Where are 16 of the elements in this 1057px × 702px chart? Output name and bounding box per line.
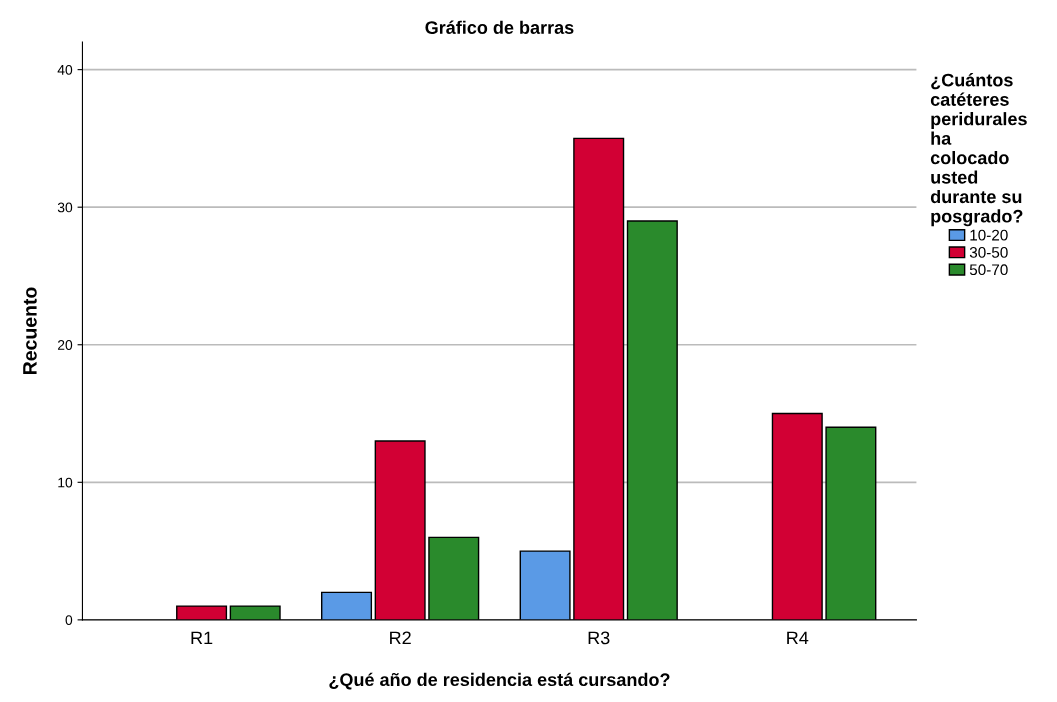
x-tick-label: R2 xyxy=(390,631,411,645)
y-tick-label: 20 xyxy=(57,340,73,350)
x-tick-label: R4 xyxy=(787,631,809,645)
y-axis-title: Recuento xyxy=(23,287,37,374)
legend-label: 30-50 xyxy=(969,247,1008,258)
chart-title: Gráfico de barras xyxy=(425,20,574,34)
y-tick-label: 0 xyxy=(65,615,73,626)
y-tick-label: 10 xyxy=(58,477,73,488)
legend-label: 50-70 xyxy=(969,264,1008,276)
y-tick-label: 30 xyxy=(57,202,73,213)
x-tick-label: R1 xyxy=(191,631,213,645)
legend-title: ¿Cuántos catéteres peridurales ha colocado usted durante su posgrado? xyxy=(930,73,1027,227)
y-tick-label: 40 xyxy=(57,64,73,75)
x-axis-title: ¿Qué año de residencia está cursando? xyxy=(329,672,670,690)
legend-label: 10-20 xyxy=(970,229,1008,241)
x-tick-label: R3 xyxy=(588,631,610,645)
